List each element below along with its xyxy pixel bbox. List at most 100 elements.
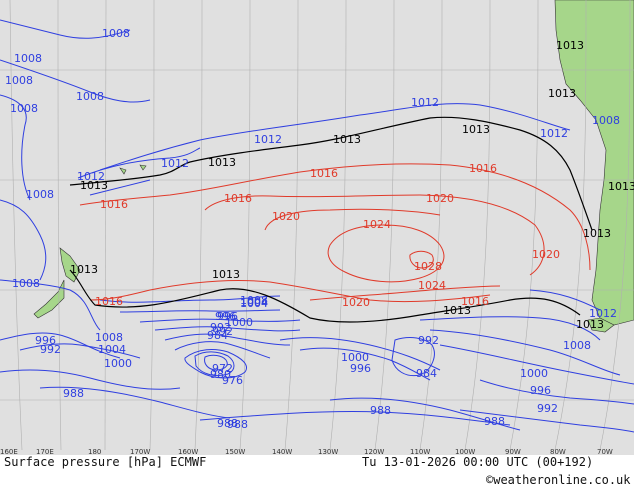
isobar-label: 1024 bbox=[363, 218, 391, 231]
isobar-label: 996 bbox=[350, 362, 371, 375]
isobar-label: 992 bbox=[418, 334, 439, 347]
isobar-label: 1020 bbox=[342, 296, 370, 309]
isobar-label: 992 bbox=[40, 343, 61, 356]
isobar-label: 988 bbox=[217, 417, 238, 430]
isobar-label: 1024 bbox=[418, 279, 446, 292]
longitude-label: 100W bbox=[455, 448, 475, 456]
longitude-label: 180 bbox=[88, 448, 101, 456]
isobar-label: 988 bbox=[370, 404, 391, 417]
isobar-label: 1013 bbox=[462, 123, 490, 136]
isobar-label: 984 bbox=[207, 329, 228, 342]
isobar-label: 1020 bbox=[272, 210, 300, 223]
new-zealand-north bbox=[59, 247, 81, 283]
longitude-label: 80W bbox=[550, 448, 566, 456]
isobar-label: 1008 bbox=[12, 277, 40, 290]
high-pressure-isobars bbox=[79, 163, 591, 303]
isobar-label: 1008 bbox=[5, 74, 33, 87]
isobar-label: 1008 bbox=[14, 52, 42, 65]
isobar-label: 1008 bbox=[95, 331, 123, 344]
tierra-del-fuego bbox=[587, 317, 615, 333]
isobar-label: 1028 bbox=[414, 260, 442, 273]
isobar-label: 1016 bbox=[224, 192, 252, 205]
pacific-islands bbox=[119, 164, 147, 175]
isobar-labels-blue: 1008 1008 1008 1008 1008 1008 1012 1012 … bbox=[5, 27, 620, 431]
isobar-label: 1013 bbox=[80, 179, 108, 192]
longitude-label: 130W bbox=[318, 448, 338, 456]
isobar-label: 984 bbox=[416, 367, 437, 380]
longitude-label: 110W bbox=[410, 448, 430, 456]
graticule bbox=[0, 0, 634, 451]
isobar-label: 1008 bbox=[26, 188, 54, 201]
isobar-label: 976 bbox=[222, 374, 243, 387]
isobar-label: 1000 bbox=[341, 351, 369, 364]
isobar-label: 1008 bbox=[76, 90, 104, 103]
isobar-label: 1016 bbox=[461, 295, 489, 308]
low-pressure-isobars bbox=[0, 19, 634, 433]
isobar-label: 996 bbox=[217, 310, 238, 323]
longitude-label: 140W bbox=[272, 448, 292, 456]
longitude-label: 150W bbox=[225, 448, 245, 456]
isobar-label: 1016 bbox=[100, 198, 128, 211]
isobar-label: 1000 bbox=[520, 367, 548, 380]
map-title: Surface pressure [hPa] ECMWF bbox=[4, 455, 206, 469]
longitude-labels: 160E 170E 180 170W 160W 150W 140W 130W 1… bbox=[0, 448, 613, 456]
south-america-land bbox=[554, 0, 634, 326]
longitude-label: 90W bbox=[505, 448, 521, 456]
isobar-label: 1004 bbox=[240, 297, 268, 310]
isobar-label: 1008 bbox=[102, 27, 130, 40]
longitude-label: 160E bbox=[0, 448, 18, 456]
credit-link[interactable]: ©weatheronline.co.uk bbox=[486, 473, 631, 487]
isobar-label: 1013 bbox=[548, 87, 576, 100]
isobar-label: 1004 bbox=[98, 343, 126, 356]
isobar-label: 996 bbox=[530, 384, 551, 397]
longitude-label: 170W bbox=[130, 448, 150, 456]
isobar-label: 996 bbox=[215, 310, 236, 323]
reference-isobars-1013 bbox=[69, 116, 593, 323]
isobar-label: 996 bbox=[35, 334, 56, 347]
isobar-label: 1000 bbox=[104, 357, 132, 370]
isobar-label: 1004 bbox=[240, 296, 268, 309]
isobar-labels-black: 1013 1013 1013 1013 1013 1013 1013 1013 … bbox=[70, 39, 634, 331]
isobar-label: 1012 bbox=[254, 133, 282, 146]
isobar-label: 1012 bbox=[77, 170, 105, 183]
isobar-label: 980 bbox=[210, 368, 231, 381]
land-areas bbox=[33, 0, 634, 333]
longitude-label: 120W bbox=[364, 448, 384, 456]
longitude-label: 170E bbox=[36, 448, 54, 456]
isobar-label: 1013 bbox=[333, 133, 361, 146]
isobar-label: 1016 bbox=[469, 162, 497, 175]
isobar-label: 1008 bbox=[563, 339, 591, 352]
isobar-label: 992 bbox=[212, 325, 233, 338]
longitude-label: 70W bbox=[597, 448, 613, 456]
new-zealand-south bbox=[33, 279, 65, 319]
isobar-label: 1012 bbox=[589, 307, 617, 320]
isobar-label: 972 bbox=[212, 362, 233, 375]
isobar-label: 1013 bbox=[583, 227, 611, 240]
isobar-label: 988 bbox=[227, 418, 248, 431]
isobar-label: 1012 bbox=[540, 127, 568, 140]
valid-time: Tu 13-01-2026 00:00 UTC (00+192) bbox=[362, 455, 593, 469]
isobar-label: 1016 bbox=[310, 167, 338, 180]
isobar-label: 1013 bbox=[608, 180, 634, 193]
isobar-label: 1020 bbox=[426, 192, 454, 205]
isobar-label: 1012 bbox=[411, 96, 439, 109]
isobar-label: 1016 bbox=[95, 295, 123, 308]
isobar-label: 992 bbox=[210, 321, 231, 334]
isobar-label: 1012 bbox=[161, 157, 189, 170]
isobar-label: 1013 bbox=[208, 156, 236, 169]
isobar-label: 1013 bbox=[70, 263, 98, 276]
isobar-labels-red: 1016 1016 1016 1016 1016 1020 1020 1020 … bbox=[95, 162, 560, 309]
isobar-label: 1013 bbox=[212, 268, 240, 281]
isobar-label: 988 bbox=[484, 415, 505, 428]
isobar-label: 1008 bbox=[240, 294, 268, 307]
isobar-label: 1013 bbox=[443, 304, 471, 317]
isobar-label: 1008 bbox=[592, 114, 620, 127]
isobar-label: 1013 bbox=[556, 39, 584, 52]
isobar-label: 988 bbox=[63, 387, 84, 400]
footer-bar bbox=[0, 455, 634, 490]
isobar-label: 1020 bbox=[532, 248, 560, 261]
isobar-label: 992 bbox=[537, 402, 558, 415]
isobar-label: 1000 bbox=[225, 316, 253, 329]
isobar-label: 1008 bbox=[10, 102, 38, 115]
